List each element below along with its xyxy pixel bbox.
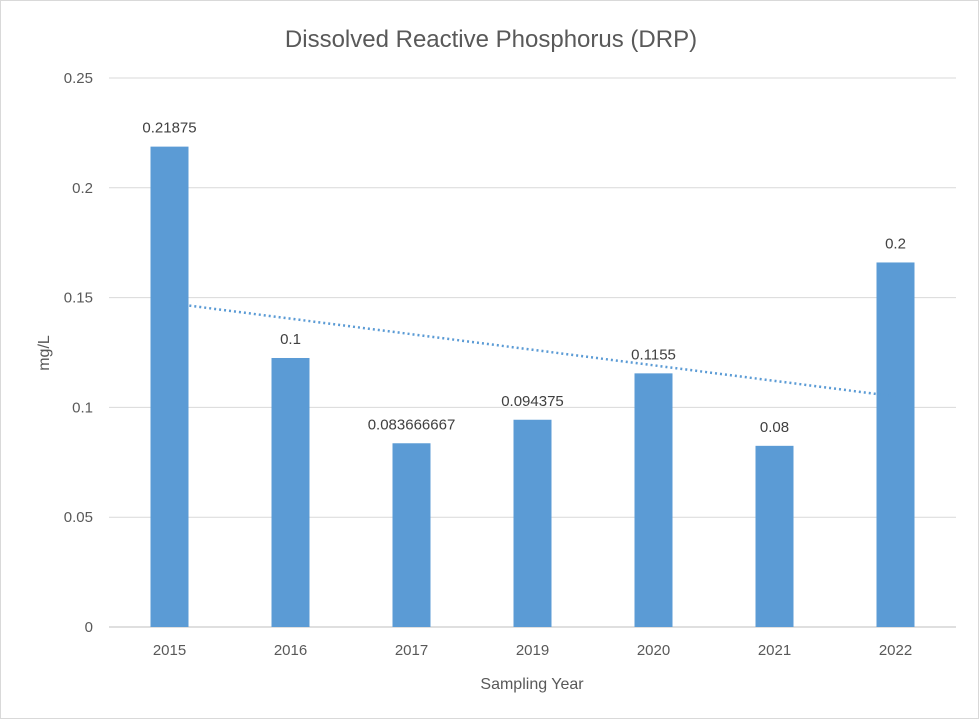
- x-tick-label: 2019: [516, 642, 549, 659]
- bar: [634, 373, 673, 627]
- x-tick-label: 2022: [879, 642, 912, 659]
- data-label: 0.2: [885, 235, 906, 252]
- data-label: 0.1: [280, 331, 301, 348]
- bar: [392, 443, 431, 627]
- x-tick-label: 2017: [395, 642, 428, 659]
- y-axis-title: mg/L: [36, 335, 53, 371]
- data-label-layer: 0.21875 0.1 0.083666667 0.094375 0.1155 0.08 0…: [142, 120, 906, 436]
- y-tick-label: 0.15: [64, 290, 93, 307]
- x-axis-title: Sampling Year: [480, 676, 584, 693]
- y-tick-label: 0.05: [64, 509, 93, 526]
- y-tick-label: 0.25: [64, 70, 93, 87]
- y-tick-labels: 0 0.05 0.1 0.15 0.2 0.25: [64, 70, 93, 636]
- bar: [755, 445, 794, 627]
- data-label: 0.08: [760, 419, 789, 436]
- data-label: 0.094375: [501, 393, 564, 410]
- bar: [150, 146, 189, 627]
- bar-layer: [150, 146, 915, 627]
- x-tick-label: 2016: [274, 642, 307, 659]
- trendline-layer: [169, 301, 896, 398]
- y-tick-label: 0: [85, 619, 93, 636]
- trendline: [169, 301, 896, 398]
- chart-title: Dissolved Reactive Phosphorus (DRP): [285, 26, 697, 53]
- x-tick-label: 2015: [153, 642, 186, 659]
- data-label: 0.21875: [142, 120, 196, 137]
- bar: [271, 357, 310, 627]
- grid-layer: [109, 77, 956, 628]
- data-label: 0.083666667: [368, 416, 456, 433]
- data-label: 0.1155: [631, 346, 676, 363]
- y-tick-label: 0.2: [72, 180, 93, 197]
- x-tick-labels: 2015 2016 2017 2019 2020 2021 2022: [153, 642, 912, 659]
- bar: [876, 262, 915, 627]
- bar: [513, 419, 552, 627]
- y-tick-label: 0.1: [72, 399, 93, 416]
- x-tick-label: 2021: [758, 642, 791, 659]
- x-tick-label: 2020: [637, 642, 670, 659]
